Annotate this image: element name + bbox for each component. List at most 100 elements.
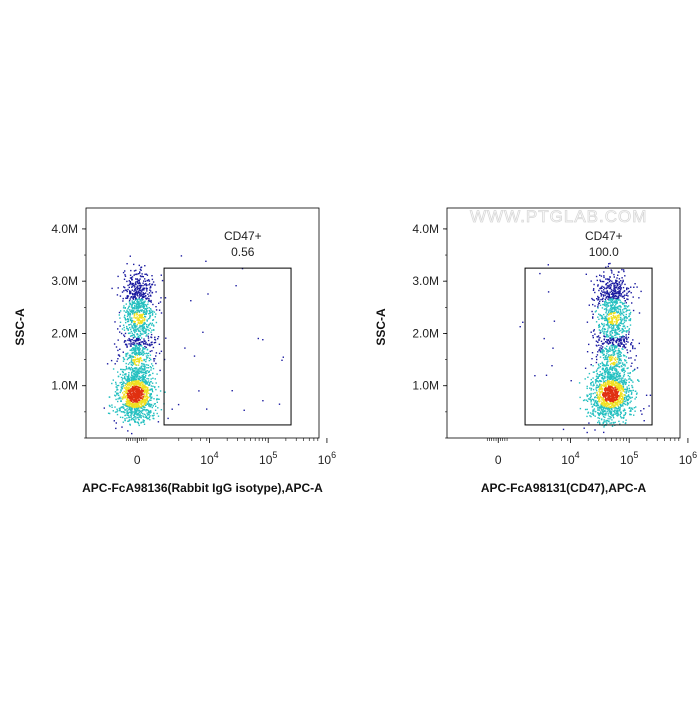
event-dot — [124, 395, 127, 398]
event-dot — [139, 275, 142, 277]
y-axis-title: SSC-A — [13, 308, 27, 346]
event-dot — [629, 319, 631, 322]
event-dot — [611, 383, 613, 385]
event-dot — [622, 330, 624, 332]
event-dot — [141, 402, 143, 405]
event-dot — [607, 397, 609, 399]
event-dot — [158, 343, 161, 345]
event-dot — [144, 284, 146, 286]
event-dot — [140, 367, 142, 370]
event-dot — [594, 402, 596, 404]
gate-name-label: CD47+ — [585, 229, 623, 243]
event-dot — [620, 416, 622, 418]
event-dot — [604, 336, 606, 338]
event-dot — [614, 385, 617, 387]
event-dot — [604, 410, 606, 412]
event-dot — [147, 388, 149, 391]
event-dot — [141, 275, 144, 278]
event-dot — [149, 283, 151, 285]
event-dot — [602, 384, 605, 386]
event-dot — [131, 376, 133, 378]
event-dot — [599, 412, 601, 415]
event-dot — [613, 290, 615, 292]
event-dot — [139, 271, 141, 273]
event-dot — [599, 348, 601, 351]
event-dot — [132, 352, 135, 354]
event-dot — [120, 387, 123, 389]
event-dot — [598, 324, 600, 327]
event-dot — [627, 287, 630, 290]
event-dot — [606, 378, 609, 381]
event-dot — [132, 391, 134, 393]
event-dot — [135, 413, 138, 415]
event-dot — [610, 326, 613, 328]
event-dot — [612, 394, 614, 396]
event-dot — [622, 390, 624, 392]
event-dot — [604, 301, 606, 303]
event-dot — [137, 282, 139, 284]
event-dot — [628, 381, 630, 383]
event-dot — [624, 275, 626, 277]
event-dot — [134, 371, 136, 373]
event-dot — [142, 302, 144, 304]
event-dot — [630, 292, 632, 294]
event-dot — [596, 298, 598, 300]
event-dot — [143, 301, 145, 303]
event-dot — [129, 382, 132, 384]
event-dot — [130, 366, 133, 369]
event-dot — [614, 316, 616, 319]
event-dot — [624, 363, 626, 366]
event-dot — [140, 384, 142, 387]
event-dot — [150, 393, 152, 395]
event-dot — [139, 401, 141, 403]
event-dot — [628, 376, 631, 378]
event-dot — [133, 356, 135, 358]
event-dot — [149, 322, 151, 325]
event-dot — [617, 319, 620, 321]
x-axis-ticks: 0 104 105 106 — [486, 438, 697, 467]
event-dot — [623, 345, 625, 348]
event-dot — [589, 412, 592, 414]
event-dot — [602, 327, 604, 329]
event-dot — [601, 350, 603, 353]
event-dot — [609, 358, 612, 361]
event-dot — [629, 372, 631, 375]
event-dot — [145, 417, 148, 419]
event-dot — [136, 319, 138, 321]
event-dot — [143, 320, 145, 322]
event-dot — [122, 300, 124, 302]
event-dot — [147, 381, 149, 384]
event-dot — [604, 394, 606, 396]
event-dot — [609, 363, 612, 365]
event-dot — [131, 306, 134, 308]
event-dot — [153, 414, 155, 416]
event-dot — [596, 279, 598, 282]
event-dot — [604, 400, 606, 402]
event-dot — [623, 396, 626, 399]
event-dot — [616, 393, 619, 395]
event-dot — [146, 290, 148, 292]
event-dot — [611, 318, 614, 320]
event-dot — [131, 404, 134, 406]
event-dot — [614, 350, 616, 353]
event-dot — [615, 375, 617, 377]
event-dot — [133, 342, 136, 344]
event-dot — [117, 358, 119, 360]
event-dot — [629, 350, 632, 352]
event-dot — [133, 351, 136, 353]
event-dot — [610, 290, 613, 293]
event-dot — [123, 310, 125, 312]
event-dot — [620, 387, 622, 389]
event-dot — [610, 355, 612, 357]
event-dot — [138, 403, 140, 405]
event-dot — [130, 380, 133, 383]
event-dot — [122, 377, 124, 379]
event-dot — [614, 347, 616, 349]
event-dot — [136, 285, 139, 287]
event-dot — [126, 311, 128, 313]
event-dot — [610, 385, 612, 387]
event-dot — [145, 312, 147, 315]
event-dot — [124, 318, 126, 320]
event-dot — [624, 388, 626, 391]
event-dot — [616, 379, 618, 382]
